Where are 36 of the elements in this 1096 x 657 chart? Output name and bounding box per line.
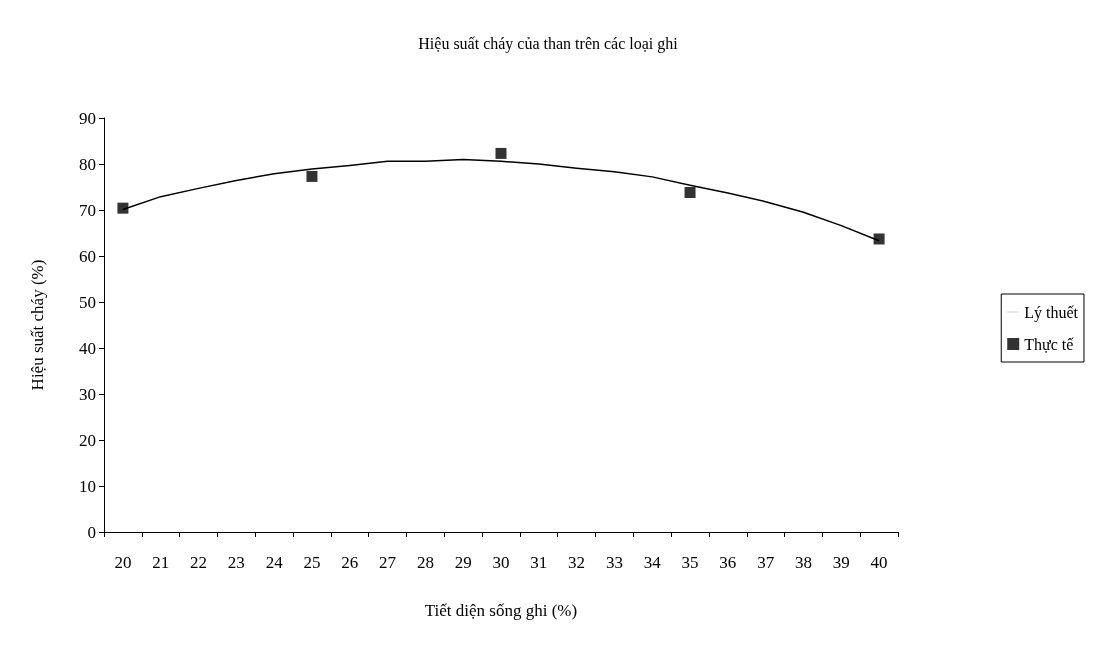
y-tick-label: 0 (87, 522, 96, 542)
y-tick-label: 40 (79, 338, 96, 358)
x-tick-label: 35 (681, 553, 699, 572)
legend-label: Thực tế (1024, 335, 1075, 353)
x-tick-label: 37 (757, 553, 775, 572)
x-tick-label: 21 (152, 553, 170, 572)
y-axis-title: Hiệu suất cháy (%) (28, 259, 47, 391)
x-tick-label: 26 (341, 553, 359, 572)
x-axis-title: Tiết diện sống ghi (%) (424, 601, 578, 620)
y-tick-label: 50 (79, 292, 96, 312)
x-tick-label: 39 (832, 553, 850, 572)
y-tick-label: 60 (79, 246, 96, 266)
x-tick-label: 38 (794, 553, 812, 572)
x-tick-label: 33 (605, 553, 623, 572)
y-tick-label: 70 (79, 200, 96, 220)
y-tick-label: 20 (79, 430, 96, 450)
x-tick-label: 27 (379, 553, 397, 572)
x-tick-label: 28 (416, 553, 434, 572)
x-tick-label: 34 (643, 553, 662, 572)
y-tick-label: 80 (79, 154, 96, 174)
legend-label: Lý thuết (1024, 303, 1079, 322)
chart-title: Hiệu suất cháy của than trên các loại ghi (418, 34, 679, 53)
y-tick-label: 30 (79, 384, 96, 404)
x-tick-label: 24 (265, 553, 284, 572)
x-tick-label: 30 (492, 553, 510, 572)
x-tick-label: 36 (719, 553, 737, 572)
y-tick-label: 10 (79, 476, 96, 496)
x-tick-label: 22 (190, 553, 208, 572)
y-tick-label: 90 (79, 108, 96, 128)
x-tick-label: 32 (568, 553, 586, 572)
x-tick-label: 31 (530, 553, 548, 572)
x-tick-label: 25 (303, 553, 321, 572)
x-tick-label: 20 (114, 553, 132, 572)
x-tick-label: 40 (870, 553, 888, 572)
x-tick-label: 23 (227, 553, 245, 572)
x-tick-label: 29 (454, 553, 472, 572)
